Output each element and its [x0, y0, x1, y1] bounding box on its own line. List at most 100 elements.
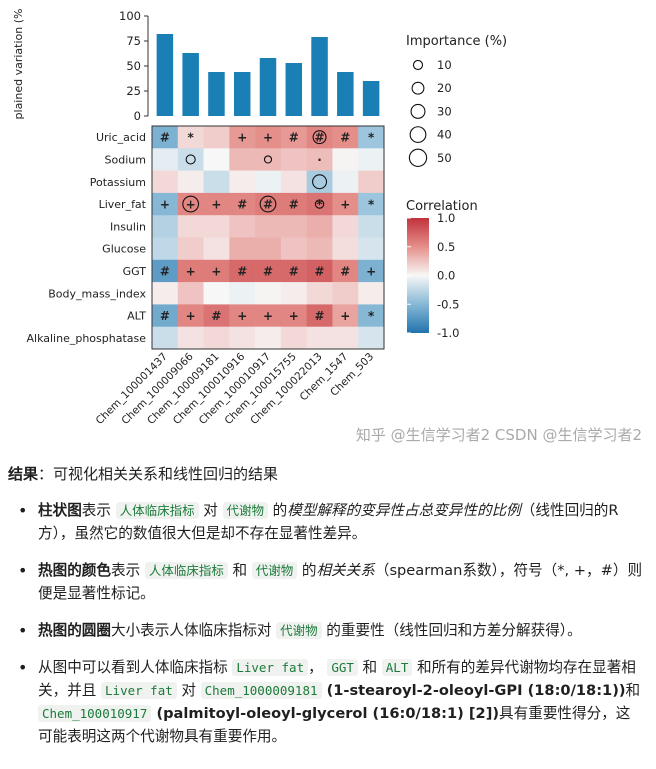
heatmap-cell: [203, 326, 230, 350]
heatmap-cell: [152, 237, 179, 261]
heatmap-cell: [255, 192, 282, 216]
heatmap-cell: [306, 237, 333, 261]
list-item: 柱状图表示 人体临床指标 对 代谢物 的模型解释的变异性占总变异性的比例（线性回…: [0, 499, 656, 545]
correlation-colorbar: [407, 218, 429, 333]
heatmap-cell: [280, 259, 307, 283]
significance-mark: *: [368, 309, 375, 323]
heatmap-cell: [255, 148, 282, 171]
significance-mark: #: [315, 264, 325, 278]
heatmap-cell: [332, 192, 359, 216]
heatmap-cell: [203, 259, 230, 283]
heatmap-row-label: GGT: [123, 265, 147, 278]
significance-mark: #: [340, 131, 350, 145]
heatmap-cell: [280, 304, 307, 327]
notes-list: 柱状图表示 人体临床指标 对 代谢物 的模型解释的变异性占总变异性的比例（线性回…: [0, 499, 656, 762]
heatmap-cell: [203, 215, 230, 238]
result-label: 结果: [8, 465, 39, 483]
significance-mark: +: [263, 309, 273, 323]
significance-mark: #: [289, 264, 299, 278]
heatmap-cell: [332, 215, 359, 238]
bar-y-tick-label: 75: [126, 34, 141, 48]
heatmap-cell: [280, 215, 307, 238]
heatmap-cell: [177, 192, 204, 216]
heatmap-row-label: Alkaline_phosphatase: [26, 332, 146, 345]
heatmap-cell: [306, 192, 333, 216]
importance-legend-circle: [410, 103, 426, 119]
heatmap-row-label: Insulin: [110, 220, 146, 233]
heatmap-cell: [177, 215, 204, 238]
importance-circle: [312, 130, 327, 145]
heatmap-row-label: ALT: [127, 310, 146, 323]
heatmap-row-label: Glucose: [102, 243, 146, 256]
bar: [156, 34, 174, 116]
importance-circle: [312, 174, 328, 190]
bar: [208, 72, 225, 116]
colorbar-tick-label: 1.0: [437, 211, 455, 225]
heatmap-cell: [177, 126, 204, 149]
significance-mark: #: [315, 309, 325, 323]
importance-legend-label: 50: [437, 151, 452, 165]
heatmap-cell: [332, 170, 359, 194]
bar-chart-bars: [156, 34, 380, 116]
heatmap-cell: [332, 326, 359, 350]
heatmap-cell: [229, 259, 256, 283]
significance-mark: *: [368, 198, 375, 212]
significance-mark: *: [188, 131, 195, 145]
heatmap-cell: [280, 148, 307, 171]
colorbar-tick-label: -1.0: [437, 326, 459, 340]
importance-legend-circle: [412, 59, 424, 71]
colorbar-tick-label: 0.0: [437, 269, 455, 283]
heatmap-cell: [229, 148, 256, 171]
heatmap-cell: [358, 326, 385, 350]
heatmap-cell: [177, 237, 204, 261]
heatmap-cell: [255, 326, 282, 350]
significance-mark: +: [211, 264, 221, 278]
heatmap-row-label: Sodium: [105, 153, 146, 166]
bar: [337, 72, 354, 116]
importance-circle: [314, 199, 325, 209]
heatmap-cell: [280, 126, 307, 149]
significance-mark: +: [186, 264, 196, 278]
heatmap-cell: [229, 304, 256, 327]
list-item: 热图的颜色表示 人体临床指标 和 代谢物 的相关关系（spearman系数），符…: [0, 559, 656, 605]
heatmap-cell: [229, 215, 256, 238]
significance-mark: ·: [317, 153, 322, 167]
heatmap-cell: [358, 148, 385, 171]
heatmap-cell: [280, 170, 307, 194]
heatmap-cell: [306, 170, 333, 194]
heatmap-row-label: Uric_acid: [96, 131, 146, 144]
heatmap-row-label: Liver_fat: [99, 198, 147, 211]
heatmap-cell: [152, 326, 179, 350]
result-text: ：可视化相关关系和线性回归的结果: [38, 465, 279, 483]
heatmap-cells: # * + + # # # * · + + + # # # * + * # + + # # # # # + # + # + + + # + *: [151, 125, 385, 350]
heatmap-cell: [203, 282, 230, 305]
heatmap-cell: [306, 259, 333, 283]
heatmap-row-label: Potassium: [90, 176, 146, 189]
heatmap-cell: [332, 259, 359, 283]
heatmap-cell: [177, 148, 204, 171]
heatmap-cell: [229, 192, 256, 216]
heatmap-cell: [358, 215, 385, 238]
heatmap-cell: [358, 237, 385, 261]
bar: [362, 81, 380, 116]
heatmap-cell: [152, 282, 179, 305]
heatmap-cell: [306, 282, 333, 305]
heatmap-cell: [306, 304, 333, 327]
heatmap-cell: [332, 148, 359, 171]
colorbar-tick-label: -0.5: [437, 297, 459, 311]
heatmap-cell: [358, 259, 385, 283]
significance-mark: +: [160, 198, 170, 212]
significance-mark: +: [340, 198, 350, 212]
bar-y-tick-label: 50: [126, 59, 141, 73]
significance-mark: #: [289, 198, 299, 212]
heatmap-cell: [255, 259, 282, 283]
heatmap-cell: [358, 192, 385, 216]
importance-legend: Importance (%) 10 20 30 40 50: [406, 34, 507, 167]
importance-circle: [263, 155, 273, 164]
list-item: 热图的圆圈大小表示人体临床指标对 代谢物 的重要性（线性回归和方差分解获得）。: [0, 619, 656, 642]
importance-circle: [259, 195, 277, 213]
significance-mark: #: [237, 198, 247, 212]
heatmap-cell: [203, 148, 230, 171]
significance-mark: +: [186, 309, 196, 323]
heatmap-cell: [255, 237, 282, 261]
